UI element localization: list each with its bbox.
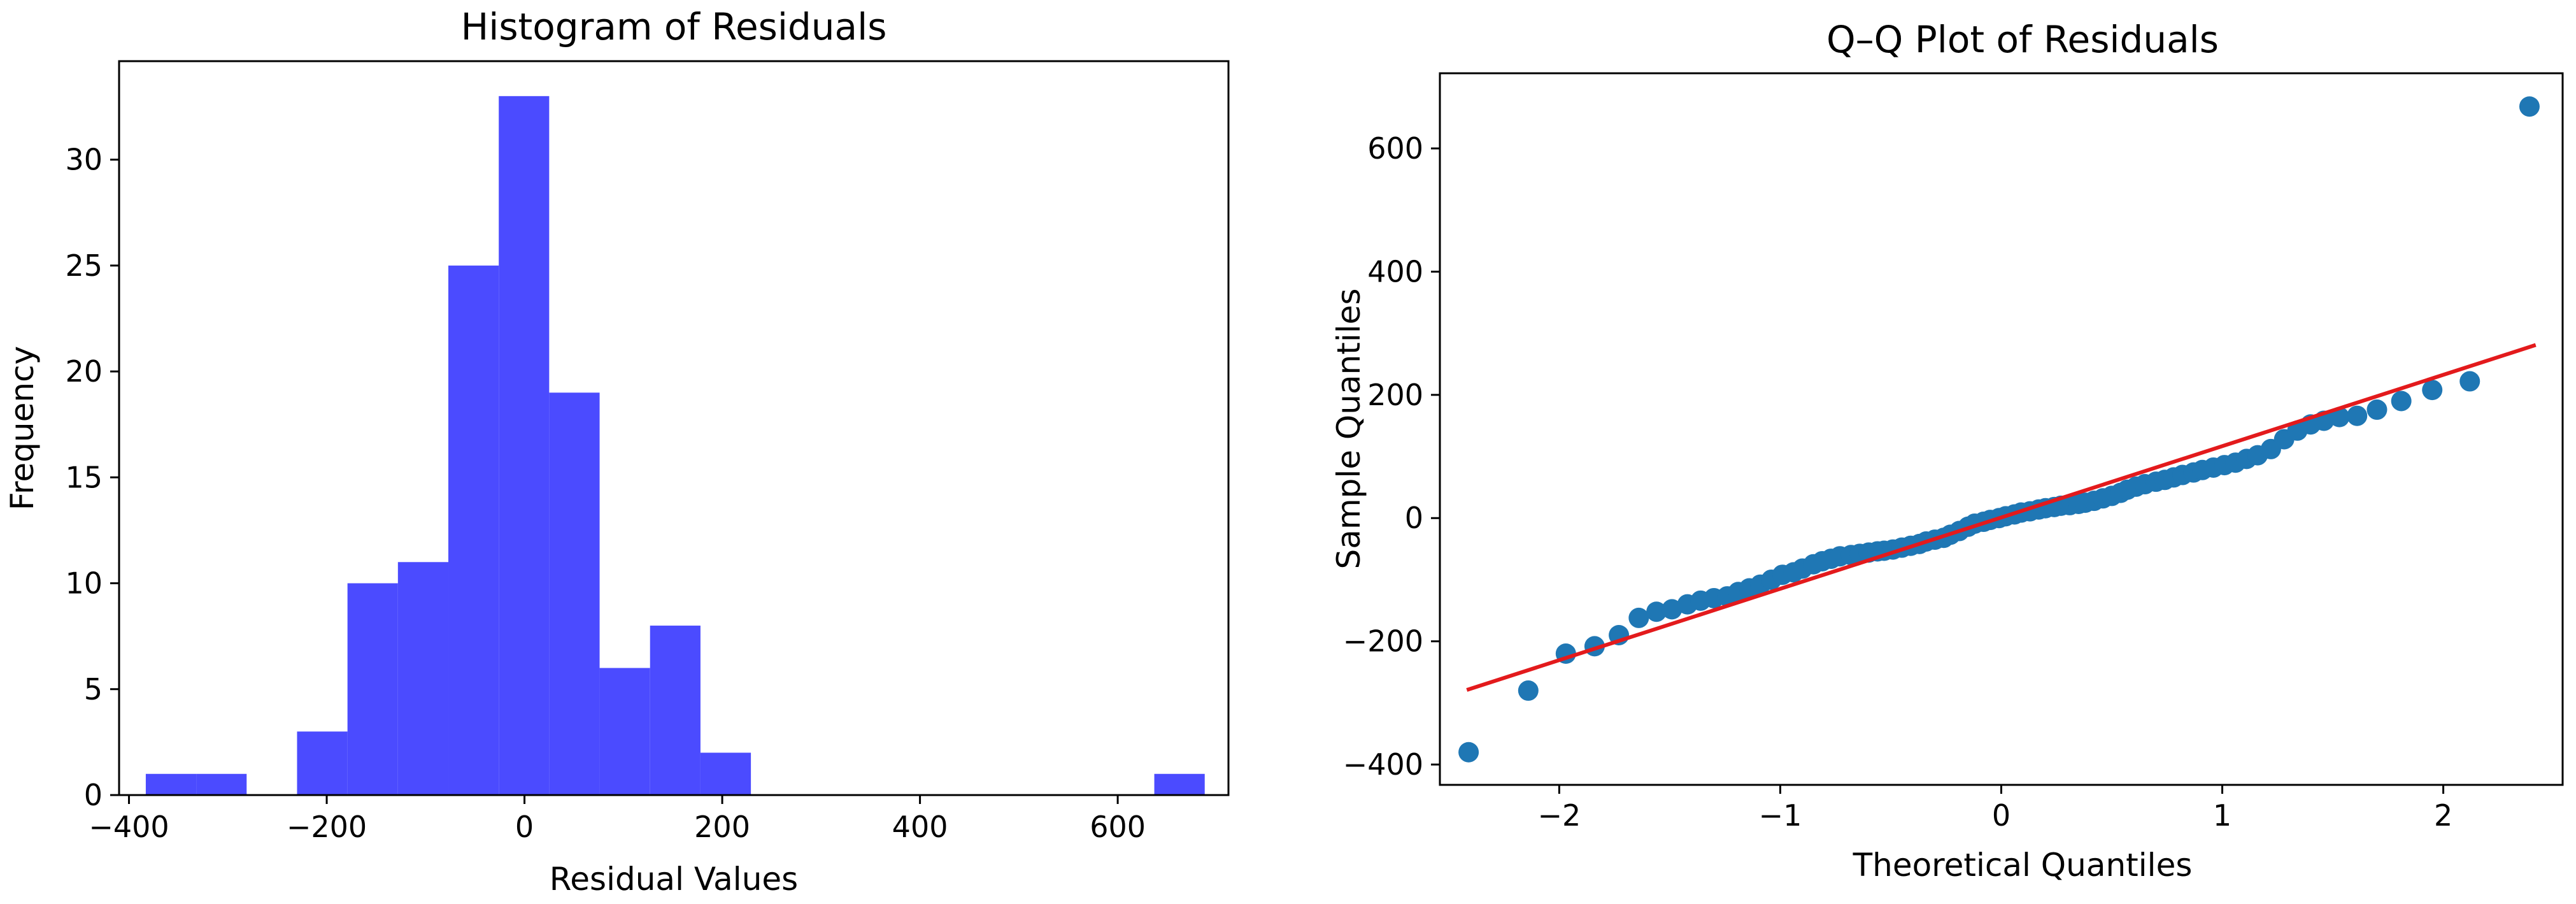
qq-y-label: Sample Quantiles	[1330, 289, 1367, 570]
histogram-panel: Histogram of Residuals −400 −200 0 200 400 60…	[4, 5, 1230, 898]
histogram-x-label: Residual Values	[550, 861, 798, 898]
histogram-y-tick-label: 20	[65, 354, 103, 389]
histogram-bar	[1154, 773, 1205, 795]
qq-y-tick-label: −400	[1343, 747, 1423, 782]
histogram-x-tick-label: 600	[1090, 810, 1146, 844]
histogram-bar	[549, 392, 600, 795]
histogram-bar	[499, 96, 550, 795]
histogram-bar	[297, 731, 348, 795]
qq-y-tick-label: −200	[1343, 624, 1423, 659]
qq-axes-frame	[1439, 72, 2564, 786]
histogram-x-tick-label: −200	[287, 810, 367, 844]
histogram-bar	[347, 583, 398, 795]
qq-point	[2519, 96, 2540, 117]
histogram-y-tick-label: 10	[65, 566, 103, 601]
histogram-bar	[650, 626, 701, 795]
qq-x-tick-label: 0	[1992, 798, 2010, 833]
qq-point	[2422, 380, 2443, 401]
histogram-y-tick-label: 5	[84, 672, 103, 707]
qq-title: Q–Q Plot of Residuals	[1826, 18, 2219, 61]
qq-point	[1646, 601, 1667, 622]
qq-point	[1518, 680, 1539, 701]
qq-x-tick-label: −2	[1537, 798, 1581, 833]
histogram-bars	[145, 96, 1205, 795]
qq-y-tick-label: 200	[1367, 378, 1423, 412]
histogram-y-ticks: 0 5 10 15 20 25 30	[65, 143, 119, 812]
histogram-x-tick-label: 400	[892, 810, 948, 844]
qq-y-tick-label: 0	[1405, 501, 1423, 535]
histogram-x-tick-label: 200	[694, 810, 750, 844]
qq-point	[2391, 391, 2412, 412]
histogram-y-label: Frequency	[4, 346, 41, 510]
qq-x-tick-label: 2	[2434, 798, 2452, 833]
histogram-x-ticks: −400 −200 0 200 400 600	[89, 795, 1146, 844]
qq-point	[1628, 607, 1649, 628]
qq-x-label: Theoretical Quantiles	[1853, 847, 2193, 884]
histogram-y-tick-label: 30	[65, 143, 103, 177]
histogram-x-tick-label: 0	[515, 810, 534, 844]
qq-point	[2366, 399, 2387, 420]
histogram-bar	[599, 668, 650, 795]
histogram-x-tick-label: −400	[89, 810, 169, 844]
qq-plot-panel: Q–Q Plot of Residuals −2 −1 0 1 2 −400 −200 0 2…	[1330, 18, 2564, 884]
qq-point	[2347, 405, 2368, 426]
qq-point	[2459, 371, 2480, 392]
qq-x-tick-label: 1	[2213, 798, 2231, 833]
histogram-bar	[700, 752, 751, 795]
qq-y-ticks: −400 −200 0 200 400 600	[1343, 131, 1440, 782]
histogram-bar	[397, 562, 449, 795]
qq-point	[1662, 599, 1683, 620]
histogram-bar	[448, 265, 499, 795]
qq-point	[1458, 742, 1479, 763]
histogram-y-tick-label: 0	[84, 778, 103, 812]
histogram-bar	[145, 773, 197, 795]
histogram-y-tick-label: 15	[65, 460, 103, 494]
histogram-y-tick-label: 25	[65, 248, 103, 283]
histogram-bar	[196, 773, 247, 795]
histogram-title: Histogram of Residuals	[461, 5, 887, 48]
qq-y-tick-label: 400	[1367, 254, 1423, 289]
qq-y-tick-label: 600	[1367, 131, 1423, 166]
qq-x-tick-label: −1	[1759, 798, 1802, 833]
histogram-axes-frame	[118, 60, 1230, 796]
qq-x-ticks: −2 −1 0 1 2	[1537, 785, 2452, 833]
qq-fit-line	[1466, 343, 2537, 692]
